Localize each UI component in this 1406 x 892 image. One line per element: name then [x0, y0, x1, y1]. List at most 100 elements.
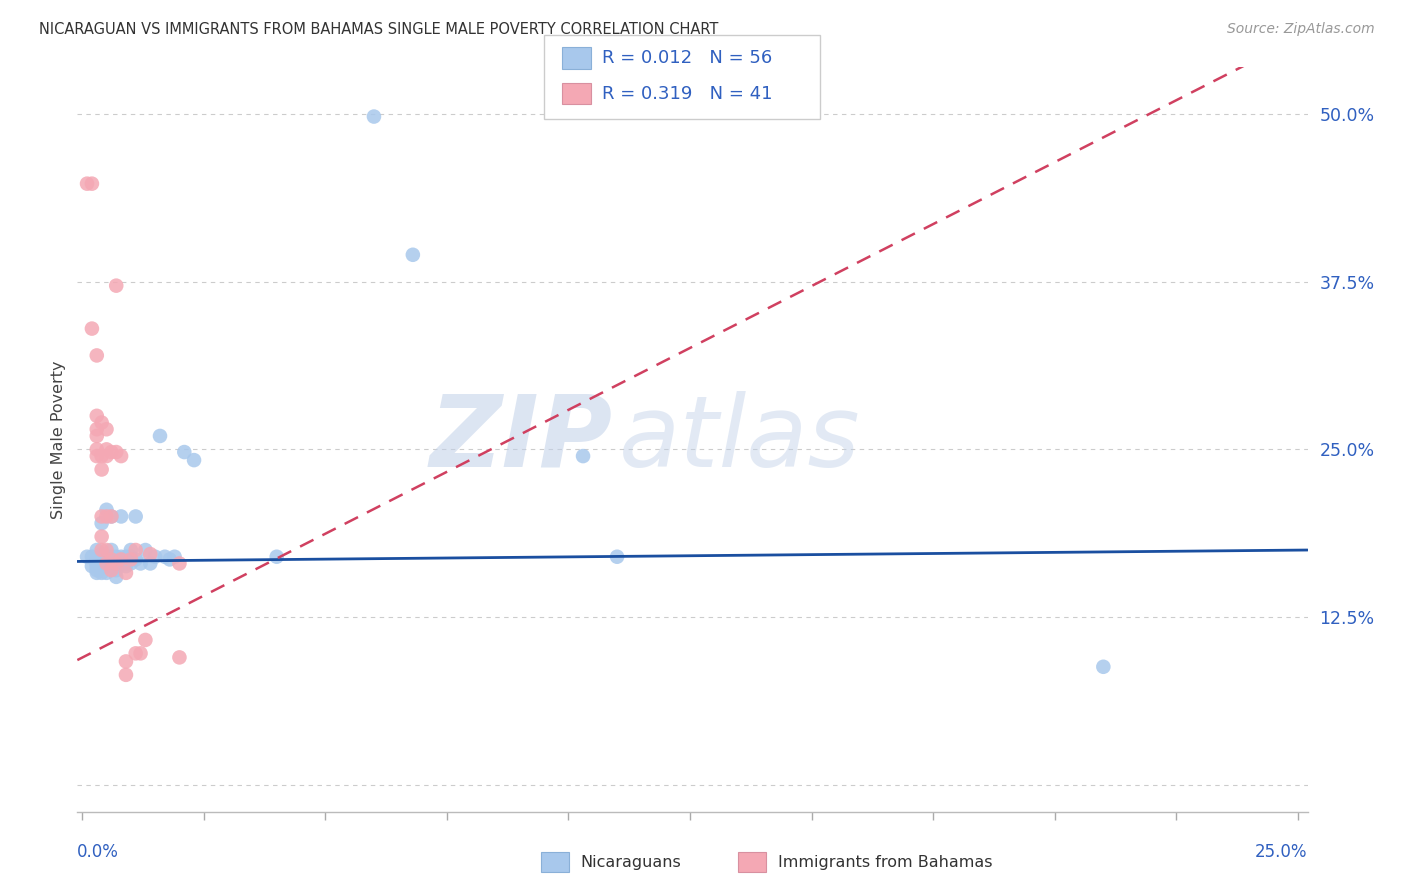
Point	[105, 445, 128, 459]
Point	[80, 549, 103, 564]
Point	[96, 557, 118, 571]
Point	[96, 449, 118, 463]
Point	[153, 549, 176, 564]
Text: Nicaraguans: Nicaraguans	[581, 855, 682, 870]
Text: Immigrants from Bahamas: Immigrants from Bahamas	[778, 855, 993, 870]
Point	[86, 552, 108, 566]
Point	[105, 570, 128, 584]
Point	[105, 559, 128, 574]
Text: Source: ZipAtlas.com: Source: ZipAtlas.com	[1227, 22, 1375, 37]
Point	[115, 654, 138, 668]
Point	[169, 557, 191, 571]
Point	[90, 449, 112, 463]
Point	[96, 502, 118, 516]
Point	[129, 557, 152, 571]
Point	[115, 668, 138, 682]
Point	[139, 557, 162, 571]
Point	[125, 543, 148, 558]
Point	[125, 646, 148, 660]
Point	[1092, 660, 1115, 674]
Text: 25.0%: 25.0%	[1256, 843, 1308, 861]
Point	[100, 559, 122, 574]
Point	[143, 549, 166, 564]
Point	[86, 559, 108, 574]
Point	[115, 549, 138, 564]
Point	[110, 449, 132, 463]
Point	[90, 543, 112, 558]
Point	[402, 248, 425, 262]
Text: R = 0.319   N = 41: R = 0.319 N = 41	[602, 85, 772, 103]
Point	[90, 547, 112, 561]
Point	[125, 552, 148, 566]
Point	[76, 549, 98, 564]
Point	[100, 552, 122, 566]
Point	[159, 552, 181, 566]
Point	[86, 442, 108, 457]
Point	[80, 321, 103, 335]
Text: R = 0.012   N = 56: R = 0.012 N = 56	[602, 49, 772, 67]
Point	[86, 422, 108, 436]
Point	[100, 543, 122, 558]
Point	[163, 549, 186, 564]
Point	[129, 646, 152, 660]
Point	[120, 549, 142, 564]
Point	[363, 110, 385, 124]
Point	[96, 509, 118, 524]
Point	[115, 557, 138, 571]
Point	[120, 552, 142, 566]
Point	[96, 543, 118, 558]
Point	[76, 177, 98, 191]
Point	[86, 449, 108, 463]
Point	[90, 560, 112, 574]
Point	[86, 409, 108, 423]
Point	[96, 442, 118, 457]
Point	[80, 559, 103, 574]
Point	[115, 566, 138, 580]
Point	[139, 547, 162, 561]
Point	[134, 632, 156, 647]
Point	[120, 557, 142, 571]
Point	[149, 429, 172, 443]
Point	[86, 563, 108, 577]
Point	[183, 453, 205, 467]
Point	[96, 557, 118, 571]
Point	[120, 543, 142, 558]
Point	[105, 278, 128, 293]
Point	[100, 563, 122, 577]
Y-axis label: Single Male Poverty: Single Male Poverty	[51, 360, 66, 518]
Point	[96, 559, 118, 574]
Point	[86, 348, 108, 362]
Point	[266, 549, 288, 564]
Point	[96, 549, 118, 564]
Text: ZIP: ZIP	[429, 391, 613, 488]
Text: NICARAGUAN VS IMMIGRANTS FROM BAHAMAS SINGLE MALE POVERTY CORRELATION CHART: NICARAGUAN VS IMMIGRANTS FROM BAHAMAS SI…	[39, 22, 718, 37]
Point	[110, 557, 132, 571]
Point	[110, 552, 132, 566]
Point	[105, 549, 128, 564]
Point	[96, 566, 118, 580]
Point	[134, 543, 156, 558]
Point	[80, 177, 103, 191]
Point	[100, 509, 122, 524]
Text: 0.0%: 0.0%	[77, 843, 120, 861]
Point	[100, 509, 122, 524]
Point	[110, 549, 132, 564]
Point	[90, 557, 112, 571]
Point	[86, 566, 108, 580]
Point	[90, 509, 112, 524]
Point	[90, 516, 112, 531]
Point	[115, 559, 138, 574]
Point	[86, 429, 108, 443]
Point	[105, 563, 128, 577]
Point	[105, 557, 128, 571]
Point	[96, 549, 118, 564]
Point	[100, 549, 122, 564]
Point	[169, 650, 191, 665]
Point	[606, 549, 628, 564]
Point	[90, 416, 112, 430]
Point	[86, 543, 108, 558]
Point	[90, 530, 112, 544]
Point	[110, 509, 132, 524]
Text: atlas: atlas	[619, 391, 860, 488]
Point	[100, 445, 122, 459]
